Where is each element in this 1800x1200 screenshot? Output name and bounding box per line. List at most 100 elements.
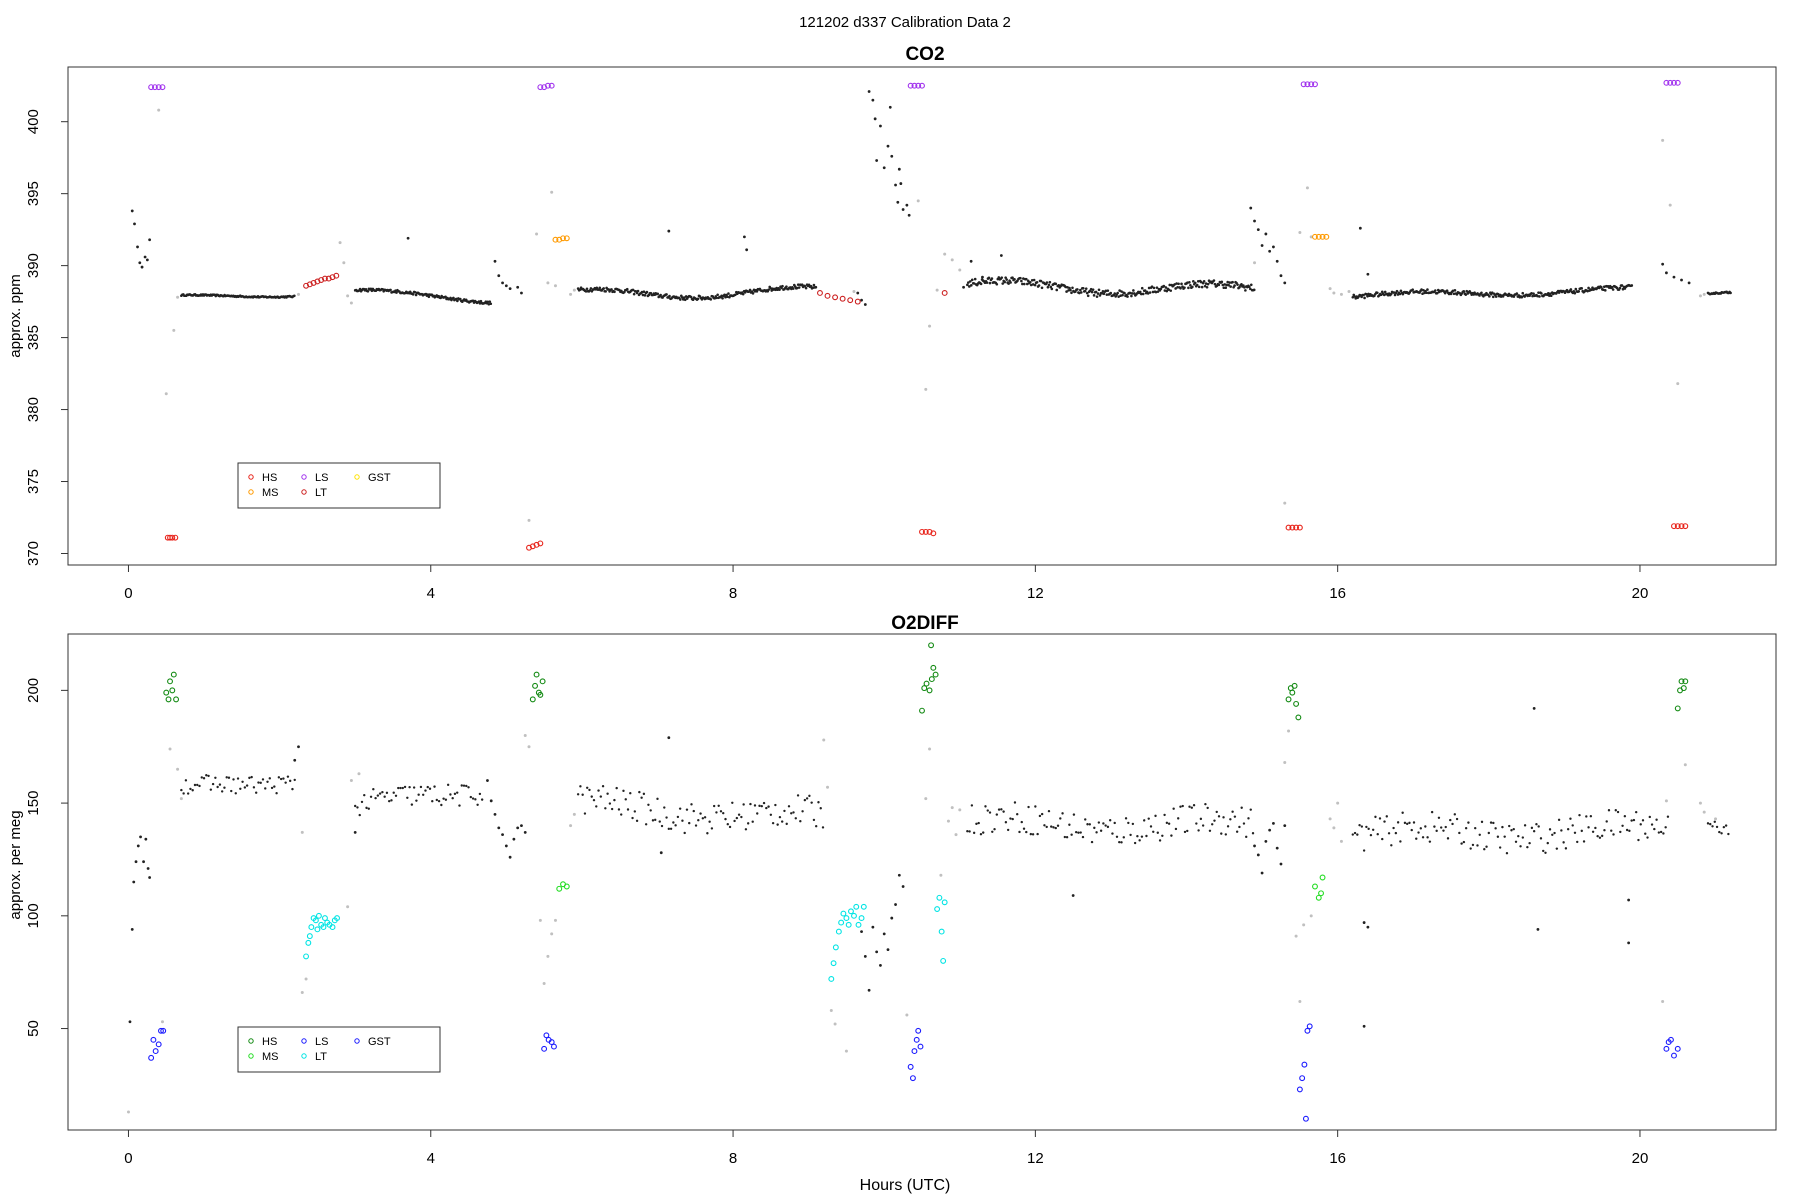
flagged-point <box>1305 186 1309 190</box>
measurement-point <box>1600 285 1603 289</box>
measurement-point <box>1399 289 1403 293</box>
y-tick-label: 385 <box>25 325 42 350</box>
measurement-point <box>680 296 684 299</box>
measurement-point <box>1035 280 1039 284</box>
measurement-point <box>676 815 680 819</box>
measurement-point <box>1503 835 1506 838</box>
measurement-point <box>1186 281 1189 284</box>
measurement-point <box>1410 828 1413 832</box>
measurement-point <box>1662 832 1665 835</box>
measurement-point <box>232 778 235 781</box>
legend-label-lt: LT <box>315 487 327 499</box>
measurement-point <box>1119 294 1122 298</box>
measurement-point <box>1596 834 1599 838</box>
measurement-point <box>236 777 240 780</box>
legend-marker-ls <box>301 1038 307 1044</box>
measurement-point <box>1272 245 1275 249</box>
measurement-point <box>762 801 766 805</box>
measurement-point <box>624 798 627 801</box>
measurement-point <box>493 812 497 816</box>
measurement-point <box>1105 293 1109 296</box>
measurement-point <box>365 806 368 810</box>
y-tick-label: 200 <box>25 678 42 703</box>
measurement-point <box>1600 834 1604 838</box>
measurement-point <box>1049 285 1053 289</box>
measurement-point <box>1532 707 1536 710</box>
measurement-point <box>440 803 443 807</box>
measurement-point <box>406 796 409 799</box>
measurement-point <box>1181 804 1184 808</box>
measurement-point <box>1097 288 1101 292</box>
cal-point-lt <box>312 917 319 924</box>
cal-point-ms <box>560 235 566 242</box>
measurement-point <box>1399 840 1402 843</box>
flagged-point <box>300 830 304 834</box>
measurement-point <box>1646 836 1649 839</box>
legend-marker-hs <box>248 474 254 480</box>
flagged-point <box>1336 801 1340 805</box>
measurement-point <box>1020 279 1023 283</box>
measurement-point <box>1036 832 1039 836</box>
cal-point-hs <box>1671 523 1677 530</box>
measurement-point <box>1122 836 1125 839</box>
cal-point-hs <box>170 671 177 678</box>
measurement-point <box>1158 839 1162 842</box>
measurement-point <box>366 289 370 293</box>
y-tick-label: 400 <box>25 109 42 134</box>
measurement-point <box>1672 275 1676 279</box>
measurement-point <box>688 821 691 825</box>
measurement-point <box>1578 813 1581 817</box>
measurement-point <box>651 819 655 822</box>
measurement-point <box>140 265 144 269</box>
measurement-point <box>1099 829 1103 832</box>
cal-point-ls <box>1674 1045 1681 1052</box>
measurement-point <box>1175 282 1178 285</box>
measurement-point <box>145 258 149 262</box>
measurement-point <box>1445 289 1449 292</box>
measurement-point <box>1383 290 1387 294</box>
measurement-point <box>760 804 763 808</box>
measurement-point <box>403 785 407 789</box>
measurement-point <box>1366 294 1369 298</box>
measurement-point <box>632 292 636 296</box>
measurement-point <box>1133 292 1136 295</box>
measurement-point <box>1449 292 1453 296</box>
measurement-point <box>1001 282 1005 285</box>
measurement-point <box>1655 818 1658 821</box>
measurement-point <box>1433 825 1436 828</box>
measurement-point <box>1471 843 1475 847</box>
cal-point-hs <box>169 534 176 541</box>
measurement-point <box>1176 286 1179 289</box>
measurement-point <box>1179 805 1182 808</box>
measurement-point <box>1666 815 1670 818</box>
measurement-point <box>1022 277 1025 280</box>
measurement-point <box>1225 283 1229 287</box>
measurement-point <box>1619 830 1622 834</box>
measurement-point <box>706 832 709 835</box>
measurement-point <box>478 792 482 796</box>
measurement-point <box>1547 294 1551 297</box>
measurement-point <box>1163 289 1167 292</box>
cal-point-ls <box>148 84 155 91</box>
cal-point-ls <box>1663 1045 1670 1052</box>
measurement-point <box>1392 291 1396 294</box>
measurement-point <box>136 245 139 249</box>
cal-point-lt <box>851 912 857 919</box>
x-tick-label: 20 <box>1632 585 1649 602</box>
cal-point-hs <box>537 540 544 547</box>
measurement-point <box>1253 219 1256 223</box>
measurement-point <box>970 804 974 807</box>
measurement-point <box>268 777 271 780</box>
measurement-point <box>805 797 809 800</box>
measurement-point <box>248 776 251 780</box>
cal-point-ms <box>1323 233 1330 240</box>
measurement-point <box>449 296 452 300</box>
legend-label-gst: GST <box>368 472 391 484</box>
measurement-point <box>1517 294 1521 297</box>
measurement-point <box>385 791 389 795</box>
measurement-point <box>1501 825 1504 829</box>
cal-point-lt <box>824 292 831 299</box>
measurement-point <box>130 209 134 213</box>
measurement-point <box>769 286 772 290</box>
measurement-point <box>588 788 591 792</box>
